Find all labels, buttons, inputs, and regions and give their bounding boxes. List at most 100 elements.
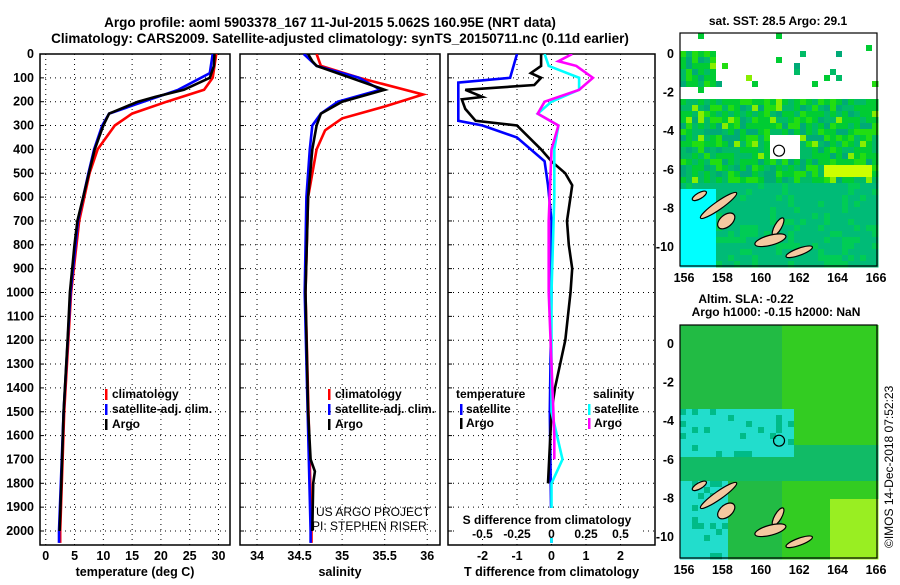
legend-swatch	[105, 389, 108, 400]
map-cell	[782, 207, 789, 214]
map-cell	[866, 189, 873, 196]
map-cell	[836, 415, 843, 422]
map-cell	[698, 219, 705, 226]
map-cell	[740, 337, 747, 344]
map-cell	[836, 87, 843, 94]
map-cell	[716, 529, 723, 536]
argo-location-marker	[772, 144, 786, 157]
map-cell	[764, 325, 771, 332]
map-cell	[698, 231, 705, 238]
map-cell	[764, 69, 771, 76]
map-cell	[800, 433, 807, 440]
map-cell	[872, 529, 879, 536]
map-cell	[692, 207, 699, 214]
salinity-panel: 34 34.5 35 35.5 36salinityclimatologysatelli…	[239, 53, 441, 579]
map-cell	[836, 469, 843, 476]
map-cell	[848, 379, 855, 386]
map-cell	[830, 159, 837, 166]
map-cell	[722, 457, 729, 464]
map-cell	[680, 475, 687, 482]
map-cell	[758, 553, 765, 560]
lat-tick-label: -10	[656, 240, 674, 254]
island	[717, 502, 736, 520]
y-tick-label: 1900	[6, 500, 34, 514]
lon-tick-label: 166	[866, 271, 887, 285]
map-cell	[734, 249, 741, 256]
map-cell	[776, 553, 783, 560]
map-cell	[692, 517, 699, 524]
map-cell	[830, 225, 837, 232]
map-cell	[812, 403, 819, 410]
map-cell	[812, 99, 819, 106]
map-cell	[698, 553, 705, 560]
map-cell	[710, 219, 717, 226]
map-cell	[734, 367, 741, 374]
map-cell	[704, 493, 711, 500]
map-cell	[872, 135, 879, 142]
map-cell	[830, 535, 837, 542]
map-cell	[866, 433, 873, 440]
map-cell	[740, 541, 747, 548]
map-cell	[698, 99, 705, 106]
map-cell	[782, 409, 789, 416]
map-cell	[752, 337, 759, 344]
map-cell	[722, 469, 729, 476]
map-cell	[860, 195, 867, 202]
map-cell	[692, 373, 699, 380]
map-cell	[872, 373, 879, 380]
map-cell	[728, 349, 735, 356]
map-cell	[752, 391, 759, 398]
map-cell	[866, 553, 873, 560]
map-cell	[848, 177, 855, 184]
map-cell	[848, 159, 855, 166]
map-cell	[812, 373, 819, 380]
map-cell	[758, 87, 765, 94]
map-cell	[866, 403, 873, 410]
map-cell	[722, 421, 729, 428]
map-cell	[704, 385, 711, 392]
map-cell	[830, 325, 837, 332]
map-cell	[710, 439, 717, 446]
map-cell	[680, 69, 687, 76]
map-cell	[872, 63, 879, 70]
map-cell	[746, 397, 753, 404]
map-cell	[866, 111, 873, 118]
map-cell	[716, 45, 723, 52]
map-cell	[800, 147, 807, 154]
map-cell	[800, 391, 807, 398]
map-cell	[848, 409, 855, 416]
map-cell	[734, 433, 741, 440]
map-cell	[824, 177, 831, 184]
map-cell	[704, 415, 711, 422]
map-cell	[854, 343, 861, 350]
map-cell	[788, 201, 795, 208]
map-cell	[680, 141, 687, 148]
map-cell	[746, 111, 753, 118]
map-cell	[812, 325, 819, 332]
map-cell	[788, 135, 795, 142]
map-cell	[824, 147, 831, 154]
map-cell	[686, 45, 693, 52]
map-cell	[824, 261, 831, 268]
map-cell	[728, 159, 735, 166]
map-cell	[758, 505, 765, 512]
map-cell	[830, 499, 837, 506]
map-cell	[788, 487, 795, 494]
map-cell	[872, 385, 879, 392]
map-cell	[692, 99, 699, 106]
map-cell	[758, 129, 765, 136]
map-cell	[734, 415, 741, 422]
map-cell	[764, 111, 771, 118]
map-cell	[824, 529, 831, 536]
plot-frame	[447, 53, 656, 546]
map-cell	[860, 51, 867, 58]
map-cell	[872, 219, 879, 226]
map-cell	[800, 481, 807, 488]
series-line-temperature-satellite	[456, 54, 553, 543]
map-cell	[680, 355, 687, 362]
map-cell	[698, 379, 705, 386]
s-tick-label: -0.5	[472, 527, 493, 541]
map-cell	[716, 195, 723, 202]
map-cell	[842, 171, 849, 178]
map-cell	[806, 457, 813, 464]
